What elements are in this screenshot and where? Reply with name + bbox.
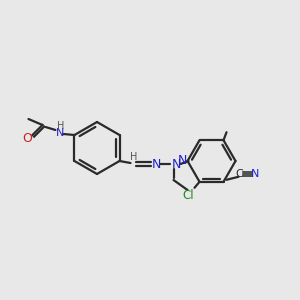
Text: N: N — [56, 128, 65, 138]
Text: N: N — [152, 158, 161, 170]
Text: C: C — [236, 169, 243, 179]
Text: H: H — [130, 152, 137, 162]
Text: N: N — [172, 158, 181, 170]
Text: N: N — [251, 169, 260, 179]
Text: O: O — [22, 131, 32, 145]
Text: N: N — [178, 154, 187, 167]
Text: Cl: Cl — [183, 189, 194, 202]
Text: H: H — [57, 121, 64, 131]
